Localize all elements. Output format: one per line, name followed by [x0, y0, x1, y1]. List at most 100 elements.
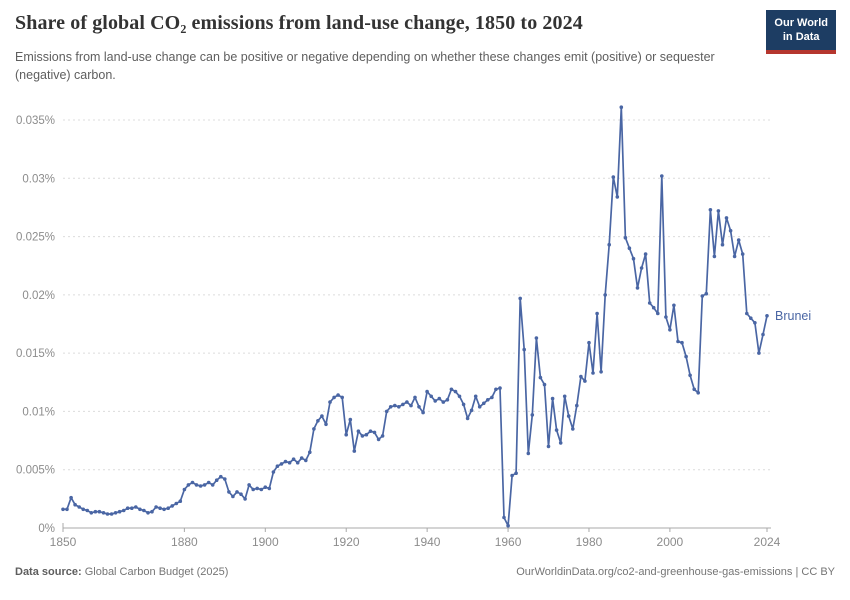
- data-point[interactable]: [170, 504, 174, 508]
- data-point[interactable]: [138, 507, 142, 512]
- data-point[interactable]: [348, 417, 353, 422]
- data-point[interactable]: [210, 483, 215, 487]
- data-point[interactable]: [546, 444, 551, 449]
- data-point[interactable]: [372, 430, 377, 435]
- data-point[interactable]: [510, 473, 514, 478]
- data-point[interactable]: [413, 395, 417, 400]
- data-point[interactable]: [243, 497, 247, 501]
- data-point[interactable]: [364, 432, 369, 437]
- data-point[interactable]: [672, 303, 676, 308]
- data-point[interactable]: [720, 242, 725, 247]
- data-point[interactable]: [368, 429, 373, 434]
- data-point[interactable]: [506, 523, 510, 528]
- data-point[interactable]: [732, 254, 737, 259]
- data-point[interactable]: [664, 315, 668, 319]
- data-point[interactable]: [93, 509, 98, 514]
- data-point[interactable]: [425, 389, 429, 394]
- data-point[interactable]: [223, 477, 227, 481]
- data-point[interactable]: [142, 508, 146, 513]
- data-point[interactable]: [437, 396, 442, 401]
- data-point[interactable]: [575, 403, 579, 408]
- data-point[interactable]: [453, 389, 458, 394]
- data-point[interactable]: [587, 340, 591, 345]
- data-point[interactable]: [708, 208, 713, 212]
- data-point[interactable]: [490, 395, 494, 400]
- data-point[interactable]: [482, 401, 486, 406]
- data-point[interactable]: [579, 374, 583, 379]
- data-point[interactable]: [81, 507, 85, 512]
- data-point[interactable]: [522, 347, 526, 352]
- data-point[interactable]: [749, 316, 753, 320]
- data-point[interactable]: [231, 494, 235, 499]
- data-point[interactable]: [761, 332, 765, 337]
- data-point[interactable]: [583, 379, 587, 383]
- data-point[interactable]: [130, 506, 134, 511]
- data-point[interactable]: [566, 414, 571, 418]
- data-point[interactable]: [360, 434, 365, 438]
- data-point[interactable]: [384, 409, 389, 414]
- data-point[interactable]: [728, 228, 733, 233]
- data-point[interactable]: [643, 252, 648, 256]
- data-point[interactable]: [502, 515, 506, 520]
- data-point[interactable]: [757, 351, 761, 355]
- data-point[interactable]: [275, 464, 280, 469]
- data-point[interactable]: [401, 402, 405, 407]
- data-point[interactable]: [61, 507, 65, 512]
- data-point[interactable]: [121, 508, 126, 513]
- data-point[interactable]: [316, 419, 320, 423]
- data-point[interactable]: [295, 460, 300, 465]
- data-point[interactable]: [465, 416, 470, 421]
- data-point[interactable]: [473, 394, 478, 399]
- data-point[interactable]: [700, 294, 705, 298]
- data-point[interactable]: [595, 311, 599, 316]
- data-point[interactable]: [219, 474, 223, 479]
- data-point[interactable]: [134, 505, 138, 509]
- data-point[interactable]: [146, 511, 150, 515]
- data-point[interactable]: [684, 354, 688, 359]
- data-point[interactable]: [287, 460, 292, 465]
- data-point[interactable]: [651, 305, 656, 310]
- data-point[interactable]: [125, 506, 130, 511]
- data-point[interactable]: [376, 437, 381, 442]
- data-point[interactable]: [514, 471, 518, 476]
- data-point[interactable]: [571, 427, 575, 431]
- data-point[interactable]: [599, 370, 603, 374]
- data-point[interactable]: [635, 286, 640, 290]
- data-point[interactable]: [150, 509, 154, 514]
- data-point[interactable]: [190, 480, 195, 485]
- data-point[interactable]: [441, 400, 446, 404]
- data-point[interactable]: [158, 506, 162, 511]
- data-point[interactable]: [291, 457, 296, 462]
- data-point[interactable]: [73, 502, 77, 507]
- data-point[interactable]: [85, 508, 90, 513]
- data-point[interactable]: [154, 505, 158, 509]
- data-point[interactable]: [186, 483, 191, 487]
- data-point[interactable]: [162, 507, 166, 512]
- data-point[interactable]: [77, 505, 81, 509]
- data-point[interactable]: [97, 509, 102, 514]
- data-point[interactable]: [494, 387, 498, 392]
- data-point[interactable]: [538, 375, 543, 380]
- data-point[interactable]: [647, 301, 652, 305]
- data-point[interactable]: [214, 478, 219, 483]
- data-point[interactable]: [518, 296, 522, 301]
- data-point[interactable]: [433, 399, 438, 403]
- data-point[interactable]: [202, 483, 207, 487]
- data-point[interactable]: [680, 340, 684, 345]
- data-point[interactable]: [765, 314, 769, 318]
- data-point[interactable]: [603, 293, 607, 297]
- data-point[interactable]: [320, 414, 324, 418]
- data-point[interactable]: [283, 459, 288, 464]
- data-point[interactable]: [235, 490, 239, 494]
- data-point[interactable]: [554, 428, 559, 432]
- data-point[interactable]: [344, 432, 349, 437]
- data-point[interactable]: [736, 238, 741, 242]
- data-point[interactable]: [542, 382, 547, 387]
- data-point[interactable]: [530, 413, 535, 417]
- data-point[interactable]: [89, 511, 94, 515]
- data-point[interactable]: [562, 394, 567, 399]
- data-point[interactable]: [388, 405, 393, 409]
- data-point[interactable]: [271, 470, 276, 474]
- data-point[interactable]: [656, 311, 660, 316]
- data-point[interactable]: [299, 456, 304, 460]
